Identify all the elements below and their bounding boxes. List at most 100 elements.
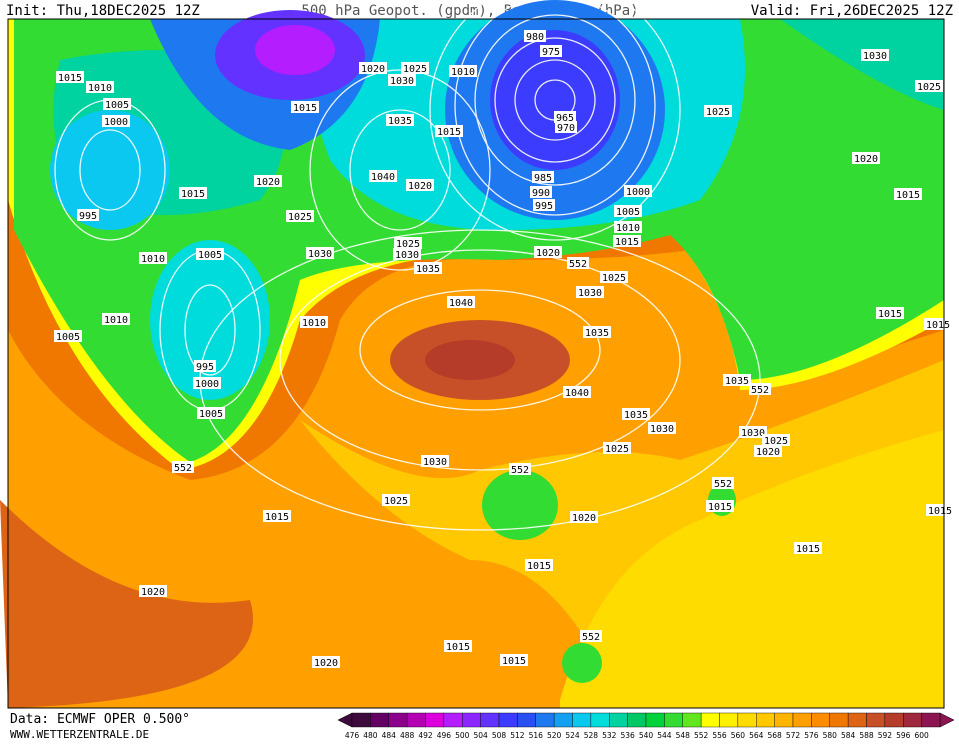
isobar-label: 1030: [863, 51, 887, 62]
label-box: [554, 111, 576, 123]
label-box: [530, 186, 552, 198]
colorbar-swatch: [627, 712, 647, 728]
colorbar-swatch: [480, 712, 500, 728]
isobar-label: 1020: [361, 64, 385, 75]
colorbar-label: 592: [878, 731, 893, 740]
isobar-label: 1010: [141, 254, 165, 265]
label-box: [852, 152, 880, 164]
isobar: [474, 14, 636, 186]
label-box: [524, 30, 546, 42]
label-box: [86, 81, 114, 93]
label-box: [762, 434, 790, 446]
label-box: [861, 49, 889, 61]
colorbar-label: 520: [547, 731, 562, 740]
colorbar-swatch: [462, 712, 481, 728]
colorbar-swatch: [370, 712, 389, 728]
colorbar-label: 588: [859, 731, 874, 740]
isobar-label: 1025: [764, 436, 788, 447]
isobar-label: 1010: [104, 315, 128, 326]
isobar-label: 1035: [585, 328, 609, 339]
colorbar-label: 548: [676, 731, 691, 740]
website: WWW.WETTERZENTRALE.DE: [10, 728, 149, 741]
isobar-label: 552: [714, 479, 732, 490]
label-box: [291, 101, 319, 113]
isobar-label: 1025: [384, 496, 408, 507]
isobar-label: 1040: [565, 388, 589, 399]
isobar-label: 1000: [195, 379, 219, 390]
colorbar-swatch: [351, 712, 371, 728]
colorbar-swatch: [884, 712, 904, 728]
colorbar-label: 564: [749, 731, 764, 740]
label-box: [102, 115, 130, 127]
isobar-label: 1035: [388, 116, 412, 127]
colorbar-label: 492: [418, 731, 433, 740]
isobar-label: 552: [751, 385, 769, 396]
isobar-label: 1040: [371, 172, 395, 183]
colorbar-swatch: [811, 712, 830, 728]
isobar-label: 1040: [449, 298, 473, 309]
isobar-label: 1020: [256, 177, 280, 188]
colorbar-label: 580: [823, 731, 838, 740]
label-box: [794, 542, 822, 554]
isobar-label: 1030: [308, 249, 332, 260]
isobar-label: 1015: [527, 561, 551, 572]
isobar-label: 1030: [650, 424, 674, 435]
isobar-label: 1015: [293, 103, 317, 114]
colorbar-label: 512: [510, 731, 525, 740]
isobar-label: 1030: [395, 250, 419, 261]
colorbar-swatch: [406, 712, 426, 728]
label-box: [648, 422, 676, 434]
colorbar-label: 524: [565, 731, 580, 740]
colorbar-swatch: [847, 712, 867, 728]
label-box: [306, 247, 334, 259]
label-box: [723, 374, 751, 386]
colorbar-label: 528: [584, 731, 599, 740]
label-box: [500, 654, 528, 666]
colorbar-label: 600: [914, 731, 929, 740]
isobar-label: 1010: [451, 67, 475, 78]
colorbar-label: 568: [767, 731, 782, 740]
isobar-labels: 1015 1010 1005 1000 995 1015 1010 1005 1010 1005 9…: [54, 30, 954, 669]
label-box: [401, 62, 429, 74]
isobar-label: 1015: [615, 237, 639, 248]
colorbar-label: 500: [455, 731, 470, 740]
contour-area: [490, 30, 620, 170]
isobar-label: 1015: [896, 190, 920, 201]
isobar-label: 1000: [626, 187, 650, 198]
label-box: [359, 62, 387, 74]
isobar: [359, 289, 601, 411]
isobar-label: 995: [196, 362, 214, 373]
label-box: [570, 511, 598, 523]
colorbar-label: 544: [657, 731, 672, 740]
colorbar-swatch: [756, 712, 775, 728]
isobar-label: 1005: [105, 100, 129, 111]
isobar-label: 1020: [536, 248, 560, 259]
contour-area: [562, 643, 602, 683]
isobar-label: 1005: [56, 332, 80, 343]
isobar-label: 980: [526, 32, 544, 43]
isobar-label: 1015: [928, 506, 952, 517]
label-box: [263, 510, 291, 522]
colorbar-swatch: [645, 712, 665, 728]
isobar: [279, 249, 681, 471]
isobar-label: 1005: [198, 250, 222, 261]
label-box: [704, 105, 732, 117]
label-box: [286, 210, 314, 222]
colorbar-swatch: [572, 712, 592, 728]
colorbar-label: 552: [694, 731, 709, 740]
isobar-label: 1005: [616, 207, 640, 218]
label-box: [540, 45, 562, 57]
colorbar-swatch: [921, 712, 941, 728]
colorbar-swatch: [517, 712, 536, 728]
isobar-label: 970: [557, 123, 575, 134]
label-box: [77, 209, 99, 221]
isobar-label: 1020: [314, 658, 338, 669]
label-box: [525, 559, 553, 571]
colorbar-label: 516: [529, 731, 544, 740]
colorbar-swatch: [609, 712, 628, 728]
label-box: [924, 318, 952, 330]
isobar: [494, 37, 616, 163]
isobar-label: 1025: [602, 273, 626, 284]
isobar-label: 1000: [104, 117, 128, 128]
isobar-label: 1015: [708, 502, 732, 513]
